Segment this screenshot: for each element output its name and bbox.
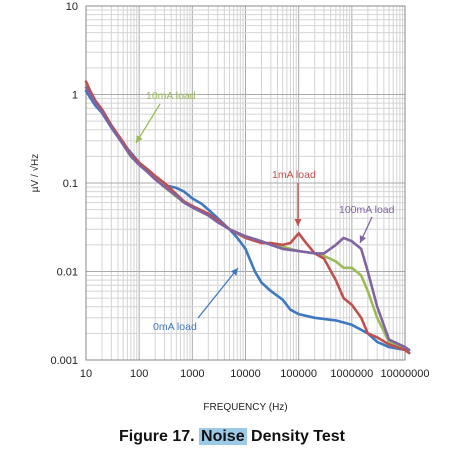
x-tick-label: 10 xyxy=(80,368,92,380)
x-tick-label: 100000 xyxy=(280,368,317,380)
annotation-arrowhead xyxy=(230,268,238,276)
x-tick-label: 1000 xyxy=(180,368,204,380)
x-tick-label: 10000 xyxy=(230,368,261,380)
annotation-arrowhead xyxy=(359,235,367,243)
series-line-100ma-load xyxy=(84,86,411,352)
annotation-label: 100mA load xyxy=(339,204,395,216)
annotation-arrow xyxy=(197,267,239,319)
y-tick-label: 0.01 xyxy=(57,267,78,279)
caption-highlight: Noise xyxy=(199,428,247,445)
annotations-group: 10mA load 1mA load 100mA load 0mA load xyxy=(135,90,395,333)
plot-area-frame xyxy=(85,5,406,361)
annotation-label: 10mA load xyxy=(146,90,196,102)
x-tick-label: 1000000 xyxy=(330,368,373,380)
annotation-arrowhead xyxy=(294,219,302,226)
y-tick-label: 10 xyxy=(66,1,78,13)
y-tick-label: 1 xyxy=(72,90,78,102)
annotation-arrowhead xyxy=(136,135,143,143)
caption-suffix: Density Test xyxy=(246,428,345,445)
annotation-arrow xyxy=(135,103,161,144)
caption-prefix: Figure 17. xyxy=(118,428,200,445)
annotation-label: 1mA load xyxy=(272,169,316,181)
y-axis-label: µV / √Hz xyxy=(29,154,41,192)
x-tick-label: 10000000 xyxy=(381,368,430,380)
x-tick-label: 100 xyxy=(130,368,148,380)
figure-caption: Figure 17. Noise Density Test xyxy=(0,428,464,446)
x-axis-label: FREQUENCY (Hz) xyxy=(203,402,287,413)
annotation-label: 0mA load xyxy=(153,321,197,333)
y-tick-label: 0.001 xyxy=(50,355,78,367)
x-tick-labels: 10 100 1000 10000 100000 1000000 10000000 xyxy=(80,368,430,380)
chart-grid xyxy=(85,6,405,361)
series-group xyxy=(84,80,411,355)
y-tick-labels: 0.001 0.01 0.1 1 10 xyxy=(50,1,78,367)
y-tick-label: 0.1 xyxy=(63,178,78,190)
